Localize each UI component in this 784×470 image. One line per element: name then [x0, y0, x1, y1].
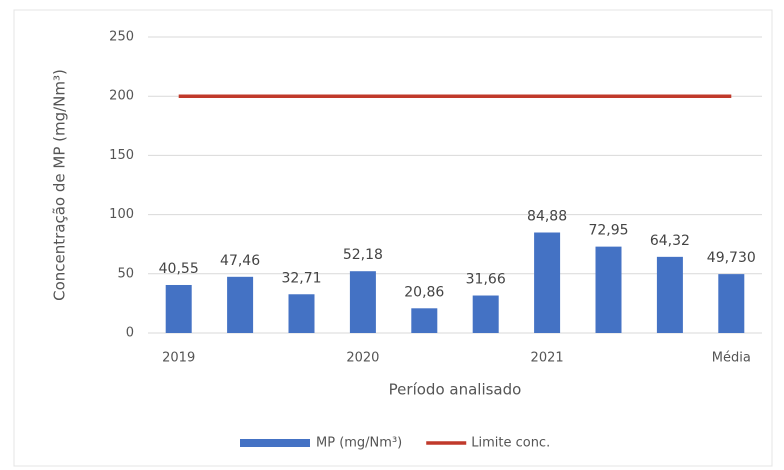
- legend-swatch: [240, 439, 310, 447]
- y-tick-label: 250: [109, 30, 134, 45]
- legend-label: MP (mg/Nm³): [316, 436, 402, 451]
- chart-frame: [13, 9, 773, 467]
- data-label: 32,71: [281, 270, 321, 286]
- data-label: 64,32: [650, 233, 690, 249]
- bar: [288, 294, 315, 333]
- legend-label: Limite conc.: [471, 436, 550, 451]
- bar: [411, 308, 438, 333]
- data-label: 84,88: [527, 209, 567, 225]
- x-tick-label: 2019: [162, 351, 195, 366]
- y-tick-label: 100: [109, 207, 134, 222]
- bar: [595, 246, 622, 333]
- data-label: 20,86: [404, 284, 444, 300]
- bar: [656, 256, 683, 333]
- y-tick-label: 0: [126, 326, 134, 341]
- x-tick-label: 2021: [531, 351, 564, 366]
- data-label: 49,730: [707, 250, 756, 266]
- data-label: 52,18: [343, 247, 383, 263]
- x-tick-label: Média: [712, 351, 751, 366]
- bar: [472, 295, 499, 333]
- x-tick-label: 2020: [346, 351, 379, 366]
- x-axis-title: Período analisado: [389, 381, 522, 399]
- data-label: 40,55: [159, 261, 199, 277]
- y-tick-label: 200: [109, 89, 134, 104]
- y-tick-label: 150: [109, 148, 134, 163]
- data-label: 31,66: [466, 272, 506, 288]
- bar: [534, 232, 561, 333]
- bar: [349, 271, 376, 333]
- bar: [718, 274, 745, 333]
- y-tick-label: 50: [117, 266, 134, 281]
- data-label: 72,95: [588, 223, 628, 239]
- bar: [227, 276, 254, 333]
- data-label: 47,46: [220, 253, 260, 269]
- bar: [165, 284, 192, 333]
- y-axis-title: Concentração de MP (mg/Nm³): [51, 69, 69, 301]
